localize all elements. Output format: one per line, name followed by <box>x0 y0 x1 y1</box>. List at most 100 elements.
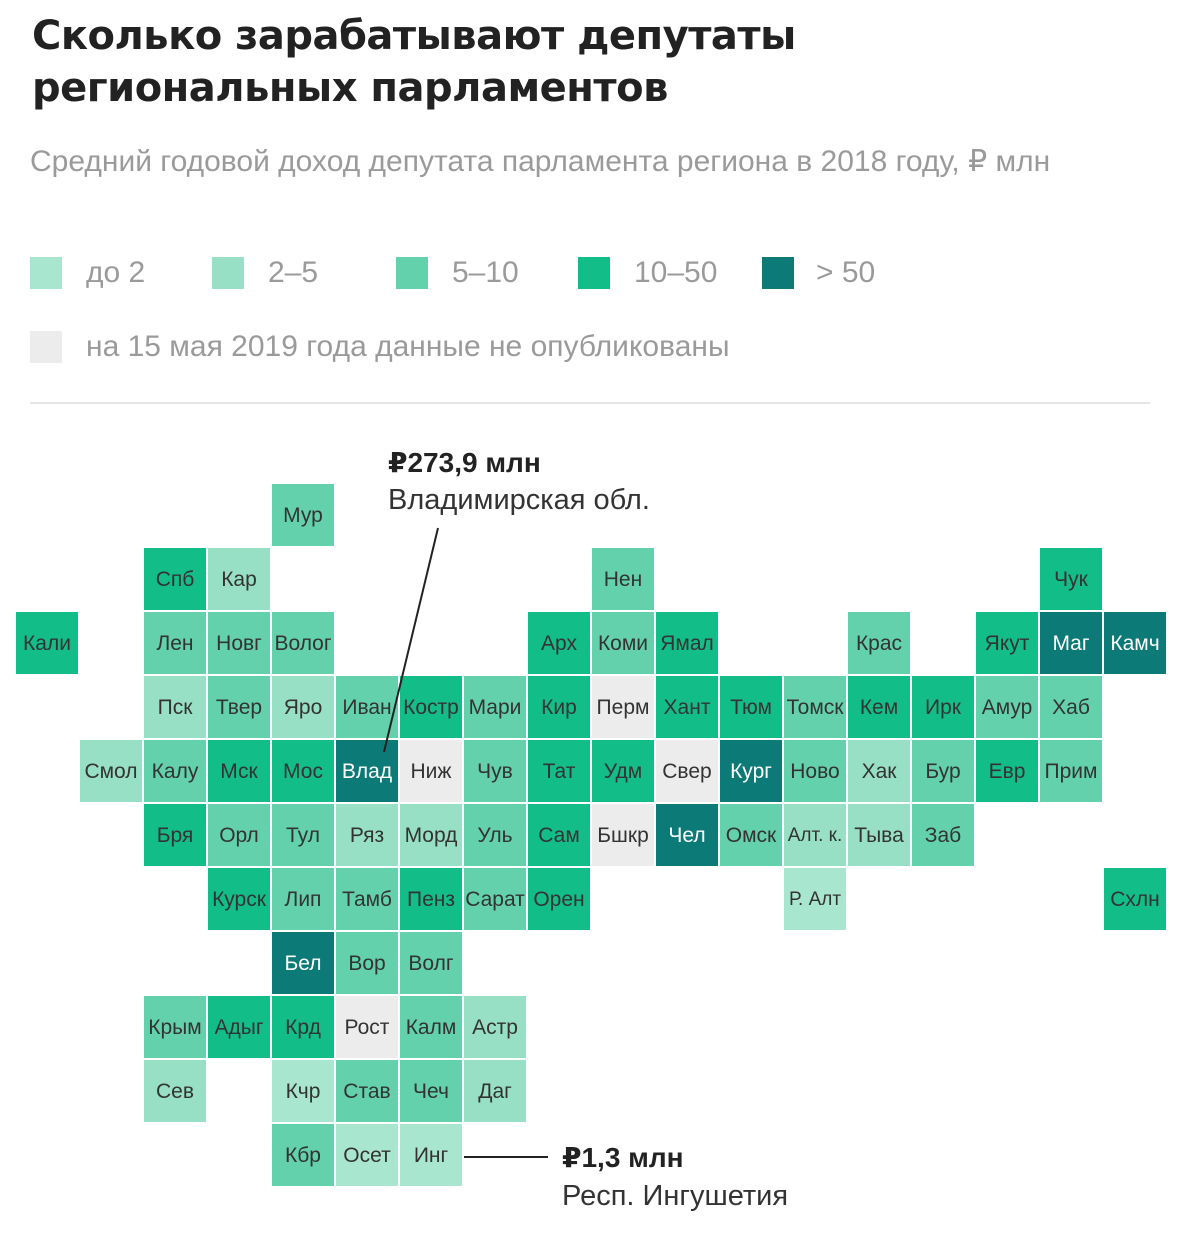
region-tile: Кир <box>528 676 590 738</box>
region-tile: Калу <box>144 740 206 802</box>
region-tile: Ямал <box>656 612 718 674</box>
region-tile: Мур <box>272 484 334 546</box>
region-tile: Кар <box>208 548 270 610</box>
region-tile: Уль <box>464 804 526 866</box>
region-tile: Орен <box>528 868 590 930</box>
region-tile: Ряз <box>336 804 398 866</box>
region-tile: Иван <box>336 676 398 738</box>
chart-title: Сколько зарабатывают депутаты региональн… <box>32 13 796 111</box>
region-tile: Пенз <box>400 868 462 930</box>
region-tile: Прим <box>1040 740 1102 802</box>
legend-swatch <box>212 257 244 289</box>
legend-item-1: до 2 <box>30 256 145 290</box>
region-tile: Ниж <box>400 740 462 802</box>
region-tile: Яро <box>272 676 334 738</box>
region-tile: Нен <box>592 548 654 610</box>
region-tile: Бел <box>272 932 334 994</box>
divider <box>30 402 1150 404</box>
region-tile: Мос <box>272 740 334 802</box>
region-tile: Чеч <box>400 1060 462 1122</box>
legend-swatch <box>30 257 62 289</box>
callout-region-vladimir: Владимирская обл. <box>388 484 650 516</box>
legend-item-5: > 50 <box>762 256 875 290</box>
region-tile: Тул <box>272 804 334 866</box>
region-tile: Маг <box>1040 612 1102 674</box>
legend-label: 10–50 <box>634 256 718 289</box>
region-tile: Томск <box>784 676 846 738</box>
legend-swatch <box>30 331 62 363</box>
region-tile: Смол <box>80 740 142 802</box>
region-tile: Камч <box>1104 612 1166 674</box>
region-tile: Арх <box>528 612 590 674</box>
region-tile: Ново <box>784 740 846 802</box>
region-tile: Сарат <box>464 868 526 930</box>
legend-item-4: 10–50 <box>578 256 717 290</box>
region-tile: Став <box>336 1060 398 1122</box>
region-tile: Коми <box>592 612 654 674</box>
region-tile: Лен <box>144 612 206 674</box>
callout-region-ingushetia: Респ. Ингушетия <box>562 1180 789 1212</box>
region-tile: Орл <box>208 804 270 866</box>
region-tile: Свер <box>656 740 718 802</box>
region-tile: Ирк <box>912 676 974 738</box>
region-tile: Кчр <box>272 1060 334 1122</box>
legend-label: 5–10 <box>452 256 519 289</box>
legend-swatch <box>762 257 794 289</box>
region-tile: Волг <box>400 932 462 994</box>
region-tile: Костр <box>400 676 462 738</box>
region-tile: Мари <box>464 676 526 738</box>
region-tile: Лип <box>272 868 334 930</box>
region-tile: Бур <box>912 740 974 802</box>
region-tile: Астр <box>464 996 526 1058</box>
region-tile: Твер <box>208 676 270 738</box>
region-tile: Кем <box>848 676 910 738</box>
region-tile: Хант <box>656 676 718 738</box>
region-tile: Хак <box>848 740 910 802</box>
region-tile: Схлн <box>1104 868 1166 930</box>
region-tile: Курск <box>208 868 270 930</box>
region-tile: Чув <box>464 740 526 802</box>
region-tile: Рост <box>336 996 398 1058</box>
chart-subtitle: Средний годовой доход депутата парламент… <box>30 145 1051 178</box>
legend-label: 2–5 <box>268 256 319 289</box>
legend-label: > 50 <box>816 256 876 289</box>
region-tile: Крас <box>848 612 910 674</box>
region-tile: Сев <box>144 1060 206 1122</box>
region-tile: Бря <box>144 804 206 866</box>
legend-item-no-data: на 15 мая 2019 года данные не опубликова… <box>30 330 730 364</box>
region-tile: Тамб <box>336 868 398 930</box>
region-tile: Крд <box>272 996 334 1058</box>
legend-swatch <box>396 257 428 289</box>
legend-item-2: 2–5 <box>212 256 318 290</box>
legend-item-3: 5–10 <box>396 256 519 290</box>
region-tile: Перм <box>592 676 654 738</box>
legend-label: до 2 <box>86 256 146 289</box>
region-tile: Инг <box>400 1124 462 1186</box>
region-tile: Омск <box>720 804 782 866</box>
callout-value-ingushetia: ₽1,3 млн <box>562 1142 684 1173</box>
region-tile: Заб <box>912 804 974 866</box>
region-tile: Мск <box>208 740 270 802</box>
region-tile: Кбр <box>272 1124 334 1186</box>
region-tile: Тюм <box>720 676 782 738</box>
region-tile: Осет <box>336 1124 398 1186</box>
legend-swatch <box>578 257 610 289</box>
region-tile: Кали <box>16 612 78 674</box>
region-tile: Кург <box>720 740 782 802</box>
region-tile: Тыва <box>848 804 910 866</box>
region-tile: Вор <box>336 932 398 994</box>
region-tile: Новг <box>208 612 270 674</box>
region-tile: Тат <box>528 740 590 802</box>
region-tile: Бшкр <box>592 804 654 866</box>
callout-value-vladimir: ₽273,9 млн <box>388 447 541 478</box>
region-tile: Адыг <box>208 996 270 1058</box>
region-tile: Амур <box>976 676 1038 738</box>
region-tile: Морд <box>400 804 462 866</box>
region-tile: Алт. к. <box>784 804 846 866</box>
region-tile: Крым <box>144 996 206 1058</box>
legend-label: на 15 мая 2019 года данные не опубликова… <box>86 330 730 363</box>
region-tile: Якут <box>976 612 1038 674</box>
region-tile: Чук <box>1040 548 1102 610</box>
region-tile: Калм <box>400 996 462 1058</box>
region-tile: Хаб <box>1040 676 1102 738</box>
